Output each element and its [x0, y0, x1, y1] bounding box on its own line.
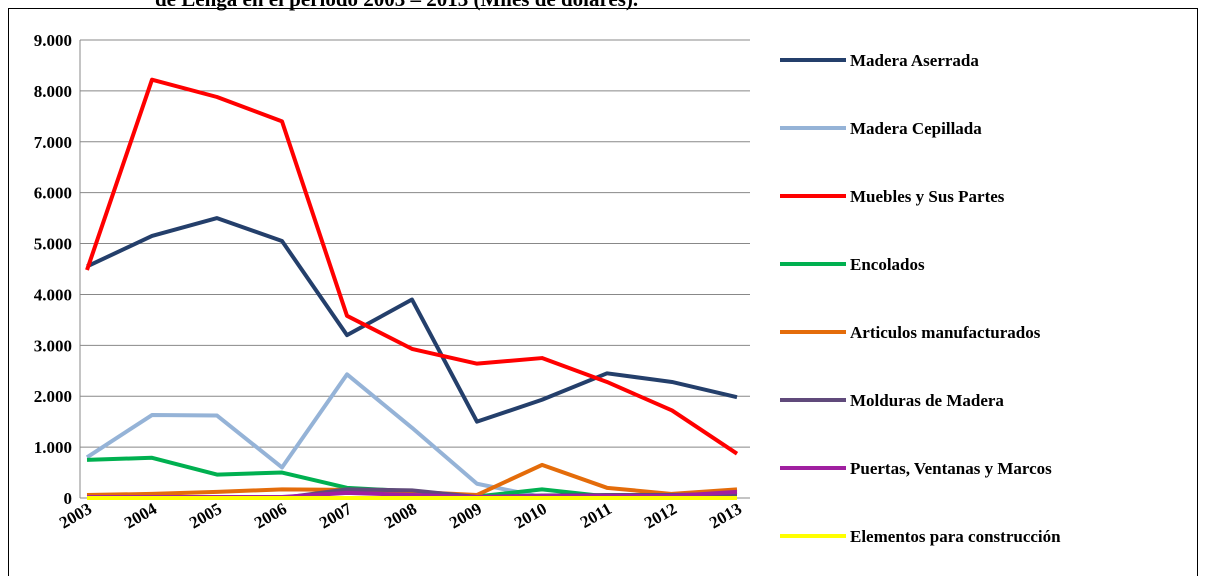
legend-label: Puertas, Ventanas y Marcos: [850, 459, 1052, 478]
y-tick-label: 9.000: [34, 31, 72, 50]
chart-border: [8, 8, 1198, 576]
legend-label: Molduras de Madera: [850, 391, 1004, 410]
y-tick-label: 7.000: [34, 133, 72, 152]
x-tick-label: 2007: [316, 499, 355, 533]
legend-label: Encolados: [850, 255, 925, 274]
series-line: [86, 216, 738, 424]
x-tick-label: 2003: [56, 499, 95, 532]
legend-label: Muebles y Sus Partes: [850, 187, 1005, 206]
legend-label: Madera Aserrada: [850, 51, 979, 70]
series-line: [85, 372, 737, 499]
y-tick-label: 2.000: [34, 387, 72, 406]
y-tick-label: 3.000: [34, 336, 72, 355]
x-tick-label: 2008: [381, 499, 420, 532]
x-tick-label: 2011: [577, 499, 615, 532]
legend-label: Articulos manufacturados: [850, 323, 1041, 342]
y-tick-label: 4.000: [34, 285, 72, 304]
y-tick-label: 5.000: [34, 235, 72, 254]
x-tick-label: 2009: [446, 499, 485, 532]
x-tick-label: 2005: [186, 499, 225, 532]
x-tick-label: 2013: [706, 499, 745, 532]
series-line: [85, 77, 739, 456]
y-tick-label: 1.000: [34, 438, 72, 457]
chart-title: de Lenga en el período 2003 – 2013 (Mile…: [155, 0, 638, 11]
y-tick-label: 0: [64, 489, 73, 508]
y-tick-label: 6.000: [34, 184, 72, 203]
legend-label: Elementos para construcción: [850, 527, 1061, 546]
x-tick-label: 2012: [641, 499, 680, 532]
x-tick-label: 2010: [511, 499, 550, 532]
legend-label: Madera Cepillada: [850, 119, 982, 138]
x-tick-label: 2006: [251, 499, 290, 532]
y-tick-label: 8.000: [34, 82, 72, 101]
x-tick-label: 2004: [121, 499, 160, 533]
